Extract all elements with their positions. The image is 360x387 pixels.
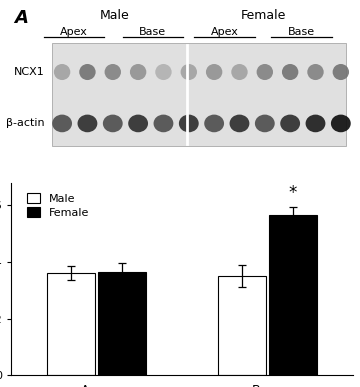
Bar	[218, 276, 266, 375]
Ellipse shape	[257, 64, 273, 80]
Text: Apex: Apex	[211, 27, 238, 37]
Ellipse shape	[206, 64, 222, 80]
Ellipse shape	[307, 64, 324, 80]
Bar	[52, 43, 346, 146]
Text: Apex: Apex	[60, 27, 88, 37]
Ellipse shape	[255, 115, 275, 132]
Text: *: *	[289, 185, 297, 202]
Text: Base: Base	[288, 27, 315, 37]
Legend: Male, Female: Male, Female	[23, 190, 93, 222]
Ellipse shape	[231, 64, 248, 80]
Ellipse shape	[103, 115, 123, 132]
Ellipse shape	[280, 115, 300, 132]
Bar	[47, 273, 95, 375]
Ellipse shape	[130, 64, 146, 80]
Text: A: A	[14, 9, 28, 27]
Ellipse shape	[306, 115, 325, 132]
Text: β-actin: β-actin	[6, 118, 45, 128]
Text: Base: Base	[139, 27, 166, 37]
Ellipse shape	[104, 64, 121, 80]
Ellipse shape	[128, 115, 148, 132]
Text: Male: Male	[100, 9, 130, 22]
Text: NCX1: NCX1	[14, 67, 45, 77]
Ellipse shape	[282, 64, 298, 80]
Ellipse shape	[230, 115, 249, 132]
Ellipse shape	[333, 64, 349, 80]
Ellipse shape	[155, 64, 172, 80]
Text: Female: Female	[240, 9, 286, 22]
Ellipse shape	[181, 64, 197, 80]
Ellipse shape	[52, 115, 72, 132]
Ellipse shape	[77, 115, 97, 132]
Ellipse shape	[54, 64, 70, 80]
Ellipse shape	[153, 115, 174, 132]
Ellipse shape	[204, 115, 224, 132]
Ellipse shape	[179, 115, 199, 132]
Ellipse shape	[79, 64, 96, 80]
Ellipse shape	[331, 115, 351, 132]
Bar	[98, 272, 146, 375]
Bar	[269, 215, 317, 375]
